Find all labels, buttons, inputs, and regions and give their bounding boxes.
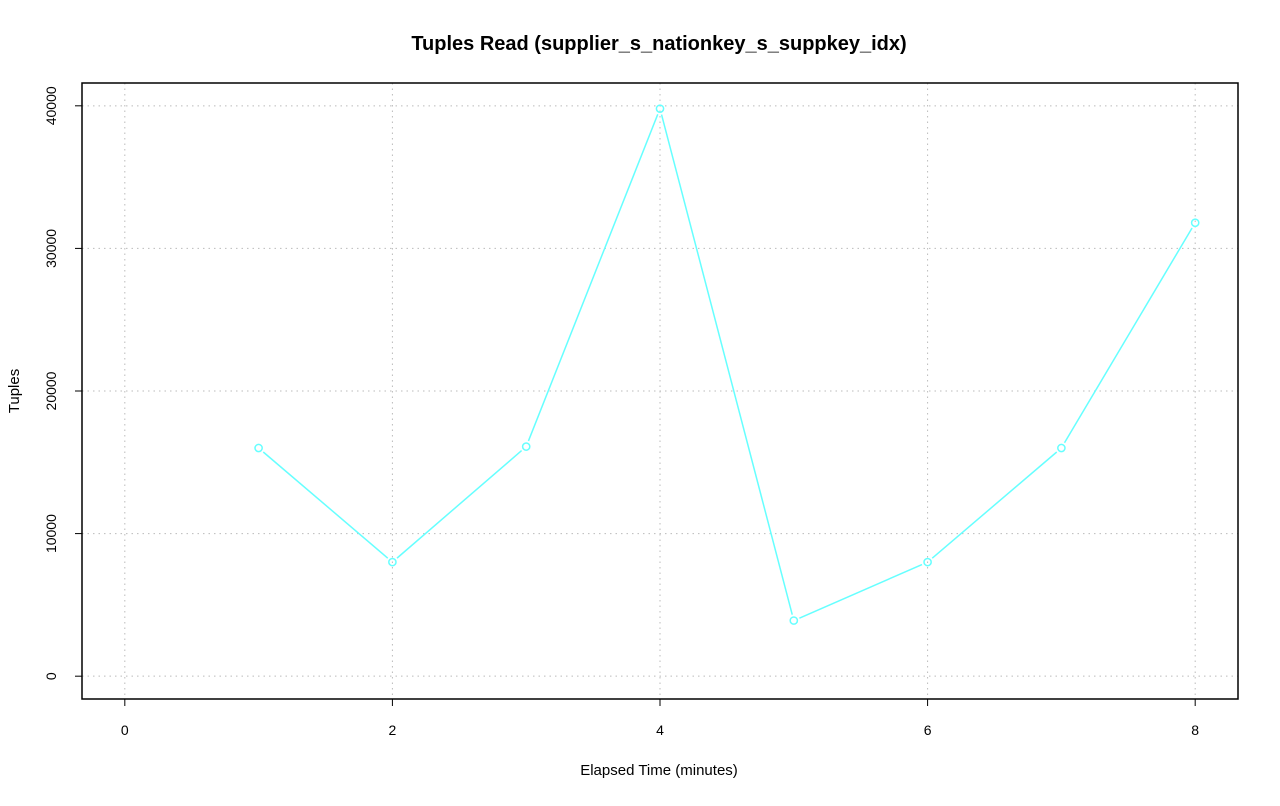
y-tick-label: 30000 xyxy=(43,229,59,268)
y-tick-label: 40000 xyxy=(43,86,59,125)
x-tick-label: 8 xyxy=(1191,722,1199,738)
y-tick-label: 0 xyxy=(43,672,59,680)
series-line-segment xyxy=(1063,227,1193,444)
x-tick-label: 6 xyxy=(924,722,932,738)
series-layer xyxy=(254,104,1200,625)
data-point xyxy=(1190,218,1200,228)
data-point xyxy=(655,104,665,114)
axes: 0 2 4 6 8 0 10000 20000 30000 40000 xyxy=(43,86,1199,738)
y-tick-label: 20000 xyxy=(43,371,59,410)
grid-lines xyxy=(82,83,1238,699)
series-line-segment xyxy=(527,114,659,442)
x-tick-label: 2 xyxy=(389,722,397,738)
x-tick-label: 4 xyxy=(656,722,664,738)
x-axis-label: Elapsed Time (minutes) xyxy=(580,762,738,779)
y-axis-label: Tuples xyxy=(6,369,23,413)
series-line-segment xyxy=(660,114,793,615)
data-point xyxy=(789,616,799,625)
x-tick-label: 0 xyxy=(121,722,129,738)
data-point xyxy=(254,443,263,453)
series-line-segment xyxy=(931,451,1058,559)
series-line-segment xyxy=(799,563,923,619)
data-point xyxy=(388,557,397,567)
data-point xyxy=(521,442,531,451)
data-point xyxy=(923,557,932,567)
series-line-segment xyxy=(262,451,389,559)
data-point xyxy=(1057,443,1066,453)
y-tick-label: 10000 xyxy=(43,514,59,553)
chart-title: Tuples Read (supplier_s_nationkey_s_supp… xyxy=(411,33,906,55)
series-line-segment xyxy=(396,450,523,559)
